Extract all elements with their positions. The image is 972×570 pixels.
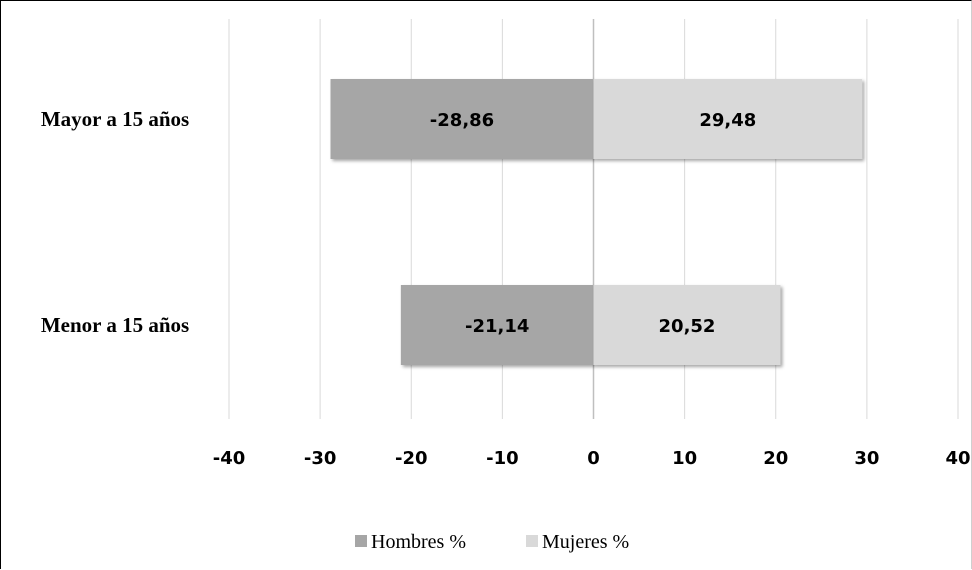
x-tick-label: 10 xyxy=(672,448,697,469)
mujeres-bar xyxy=(593,79,863,159)
legend-label: Hombres % xyxy=(371,531,466,553)
x-tick-label: 0 xyxy=(587,448,600,469)
data-label: 20,52 xyxy=(659,316,716,337)
mujeres-bar xyxy=(593,285,781,365)
data-label: 29,48 xyxy=(699,110,756,131)
x-tick-label: -20 xyxy=(395,448,428,469)
legend-label: Mujeres % xyxy=(542,531,629,553)
x-tick-label: -10 xyxy=(486,448,519,469)
x-tick-label: 40 xyxy=(945,448,970,469)
hombres-bar xyxy=(400,285,594,365)
x-tick-label: -40 xyxy=(213,448,246,469)
data-label: -21,14 xyxy=(465,316,529,337)
category-label: Menor a 15 años xyxy=(41,313,189,337)
x-tick-label: 20 xyxy=(763,448,788,469)
x-tick-label: 30 xyxy=(854,448,879,469)
x-tick-label: -30 xyxy=(304,448,337,469)
hombres-bar xyxy=(330,79,594,159)
labels: -40 -30 -20 -10 0 10 20 30 40 Mayor a 15 años Meno… xyxy=(41,107,971,469)
legend-swatch xyxy=(526,535,538,547)
legend: Hombres % Mujeres % xyxy=(355,531,629,553)
legend-swatch xyxy=(355,535,367,547)
data-label: -28,86 xyxy=(430,110,494,131)
category-label: Mayor a 15 años xyxy=(41,107,189,131)
bars xyxy=(330,79,863,365)
